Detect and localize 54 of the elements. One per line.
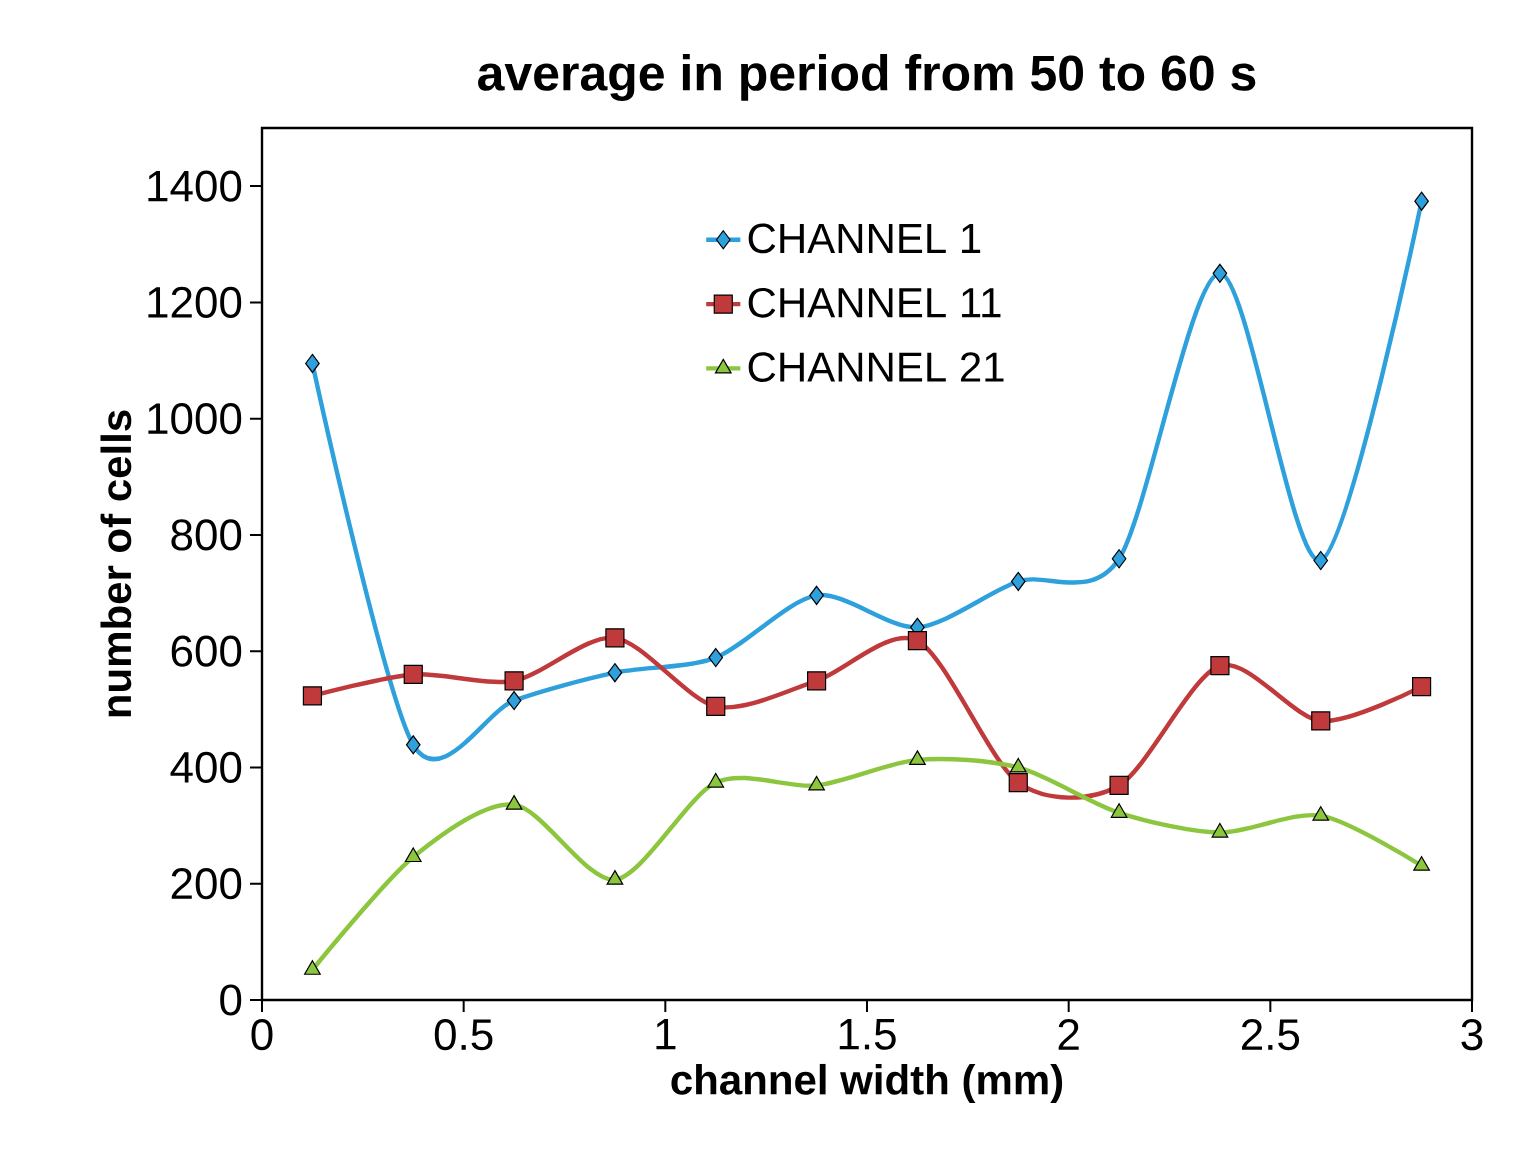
x-tick-label: 0.5 — [434, 1019, 493, 1051]
legend-label: CHANNEL 21 — [748, 352, 1004, 382]
point — [1313, 550, 1329, 571]
y-tick-label: 200 — [171, 868, 242, 900]
y-tick-label: 600 — [171, 635, 242, 667]
point — [403, 664, 423, 685]
point — [1009, 757, 1027, 773]
point — [605, 628, 625, 648]
legend-label: CHANNEL 1 — [748, 223, 981, 254]
point — [907, 631, 928, 651]
legend-label: CHANNEL 11 — [748, 287, 1001, 318]
y-tick-label: 800 — [171, 519, 242, 551]
point — [806, 671, 827, 691]
point — [1413, 856, 1430, 871]
x-tick-label: 1 — [656, 1019, 676, 1050]
x-tick-label: 2.5 — [1241, 1019, 1300, 1051]
point — [1008, 772, 1028, 793]
y-tick-label: 400 — [170, 751, 242, 784]
point — [607, 663, 623, 683]
point — [505, 795, 523, 810]
point — [808, 775, 825, 791]
point — [1010, 571, 1026, 592]
point — [304, 960, 321, 975]
point — [506, 691, 522, 711]
x-tick-label: 2 — [1058, 1019, 1079, 1050]
point — [1411, 677, 1432, 697]
x-axis-title: channel width (mm) — [671, 1063, 1063, 1104]
y-tick-label: 1200 — [148, 286, 242, 318]
point — [1210, 656, 1230, 676]
point — [606, 870, 624, 885]
point — [1109, 775, 1129, 796]
point — [405, 735, 421, 755]
point — [708, 647, 724, 668]
y-tick-label: 1000 — [148, 403, 242, 435]
y-tick-label: 0 — [220, 984, 242, 1016]
point — [707, 772, 725, 788]
y-tick-label: 1400 — [148, 170, 242, 202]
point — [305, 353, 320, 374]
point — [1311, 711, 1331, 731]
point — [1110, 803, 1128, 818]
point — [1211, 822, 1229, 838]
y-axis-title: number of cells — [100, 410, 132, 717]
x-tick-label: 3 — [1461, 1019, 1483, 1051]
point — [706, 696, 726, 717]
point — [404, 847, 422, 863]
x-tick-label: 1.5 — [839, 1019, 896, 1050]
point — [809, 585, 824, 605]
point — [302, 686, 323, 706]
chart-title: average in period from 50 to 60 s — [478, 54, 1256, 101]
point — [1312, 806, 1330, 821]
point — [504, 671, 524, 691]
point — [909, 750, 926, 765]
x-tick-label: 0 — [251, 1019, 273, 1051]
point — [1111, 549, 1127, 569]
